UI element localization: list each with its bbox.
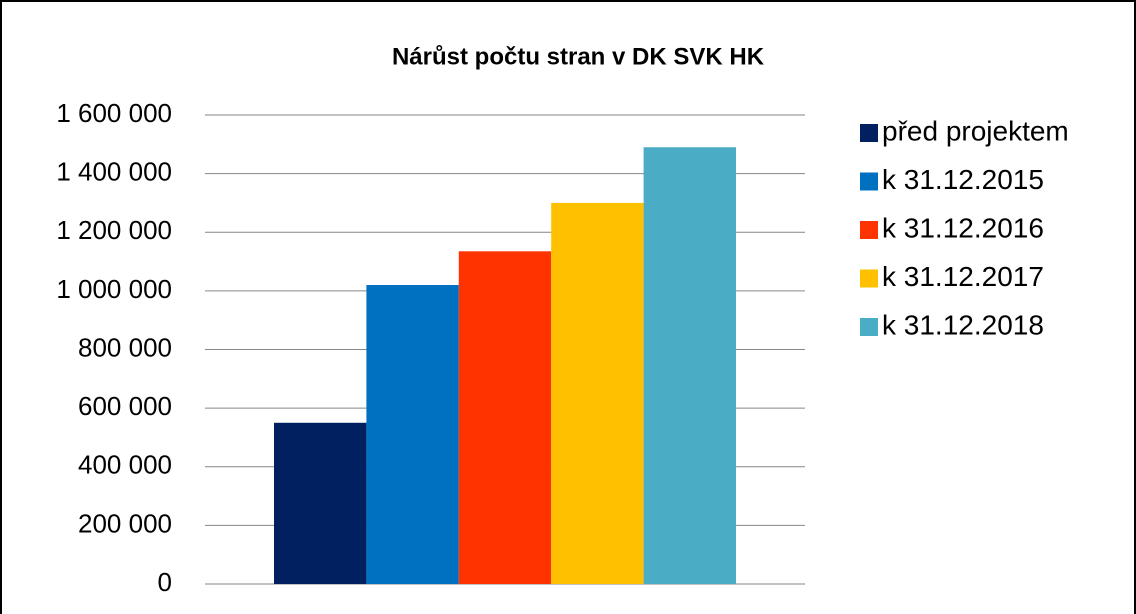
y-tick-label: 400 000 (78, 450, 172, 480)
legend-swatch (860, 172, 878, 191)
legend-label: k 31.12.2016 (882, 212, 1044, 243)
y-tick-label: 200 000 (78, 508, 172, 538)
y-tick-label: 1 000 000 (56, 274, 172, 304)
legend-label: k 31.12.2015 (882, 164, 1044, 195)
bar (551, 202, 644, 584)
y-tick-label: 1 600 000 (56, 98, 172, 128)
y-tick-label: 800 000 (78, 332, 172, 362)
bar (366, 285, 459, 584)
legend-label: k 31.12.2017 (882, 261, 1044, 292)
y-tick-label: 1 400 000 (56, 157, 172, 187)
legend-swatch (860, 269, 878, 288)
chart-title: Nárůst počtu stran v DK SVK HK (392, 43, 765, 70)
y-tick-label: 600 000 (78, 391, 172, 421)
bar (458, 251, 552, 584)
y-tick-label: 1 200 000 (56, 215, 172, 245)
y-tick-label: 0 (158, 567, 172, 597)
legend-label: k 31.12.2018 (882, 309, 1044, 340)
legend-swatch (860, 221, 878, 239)
bar (274, 422, 367, 584)
bar (643, 147, 736, 584)
legend-swatch (860, 124, 878, 142)
legend-swatch (860, 318, 878, 336)
legend-label: před projektem (882, 115, 1069, 146)
